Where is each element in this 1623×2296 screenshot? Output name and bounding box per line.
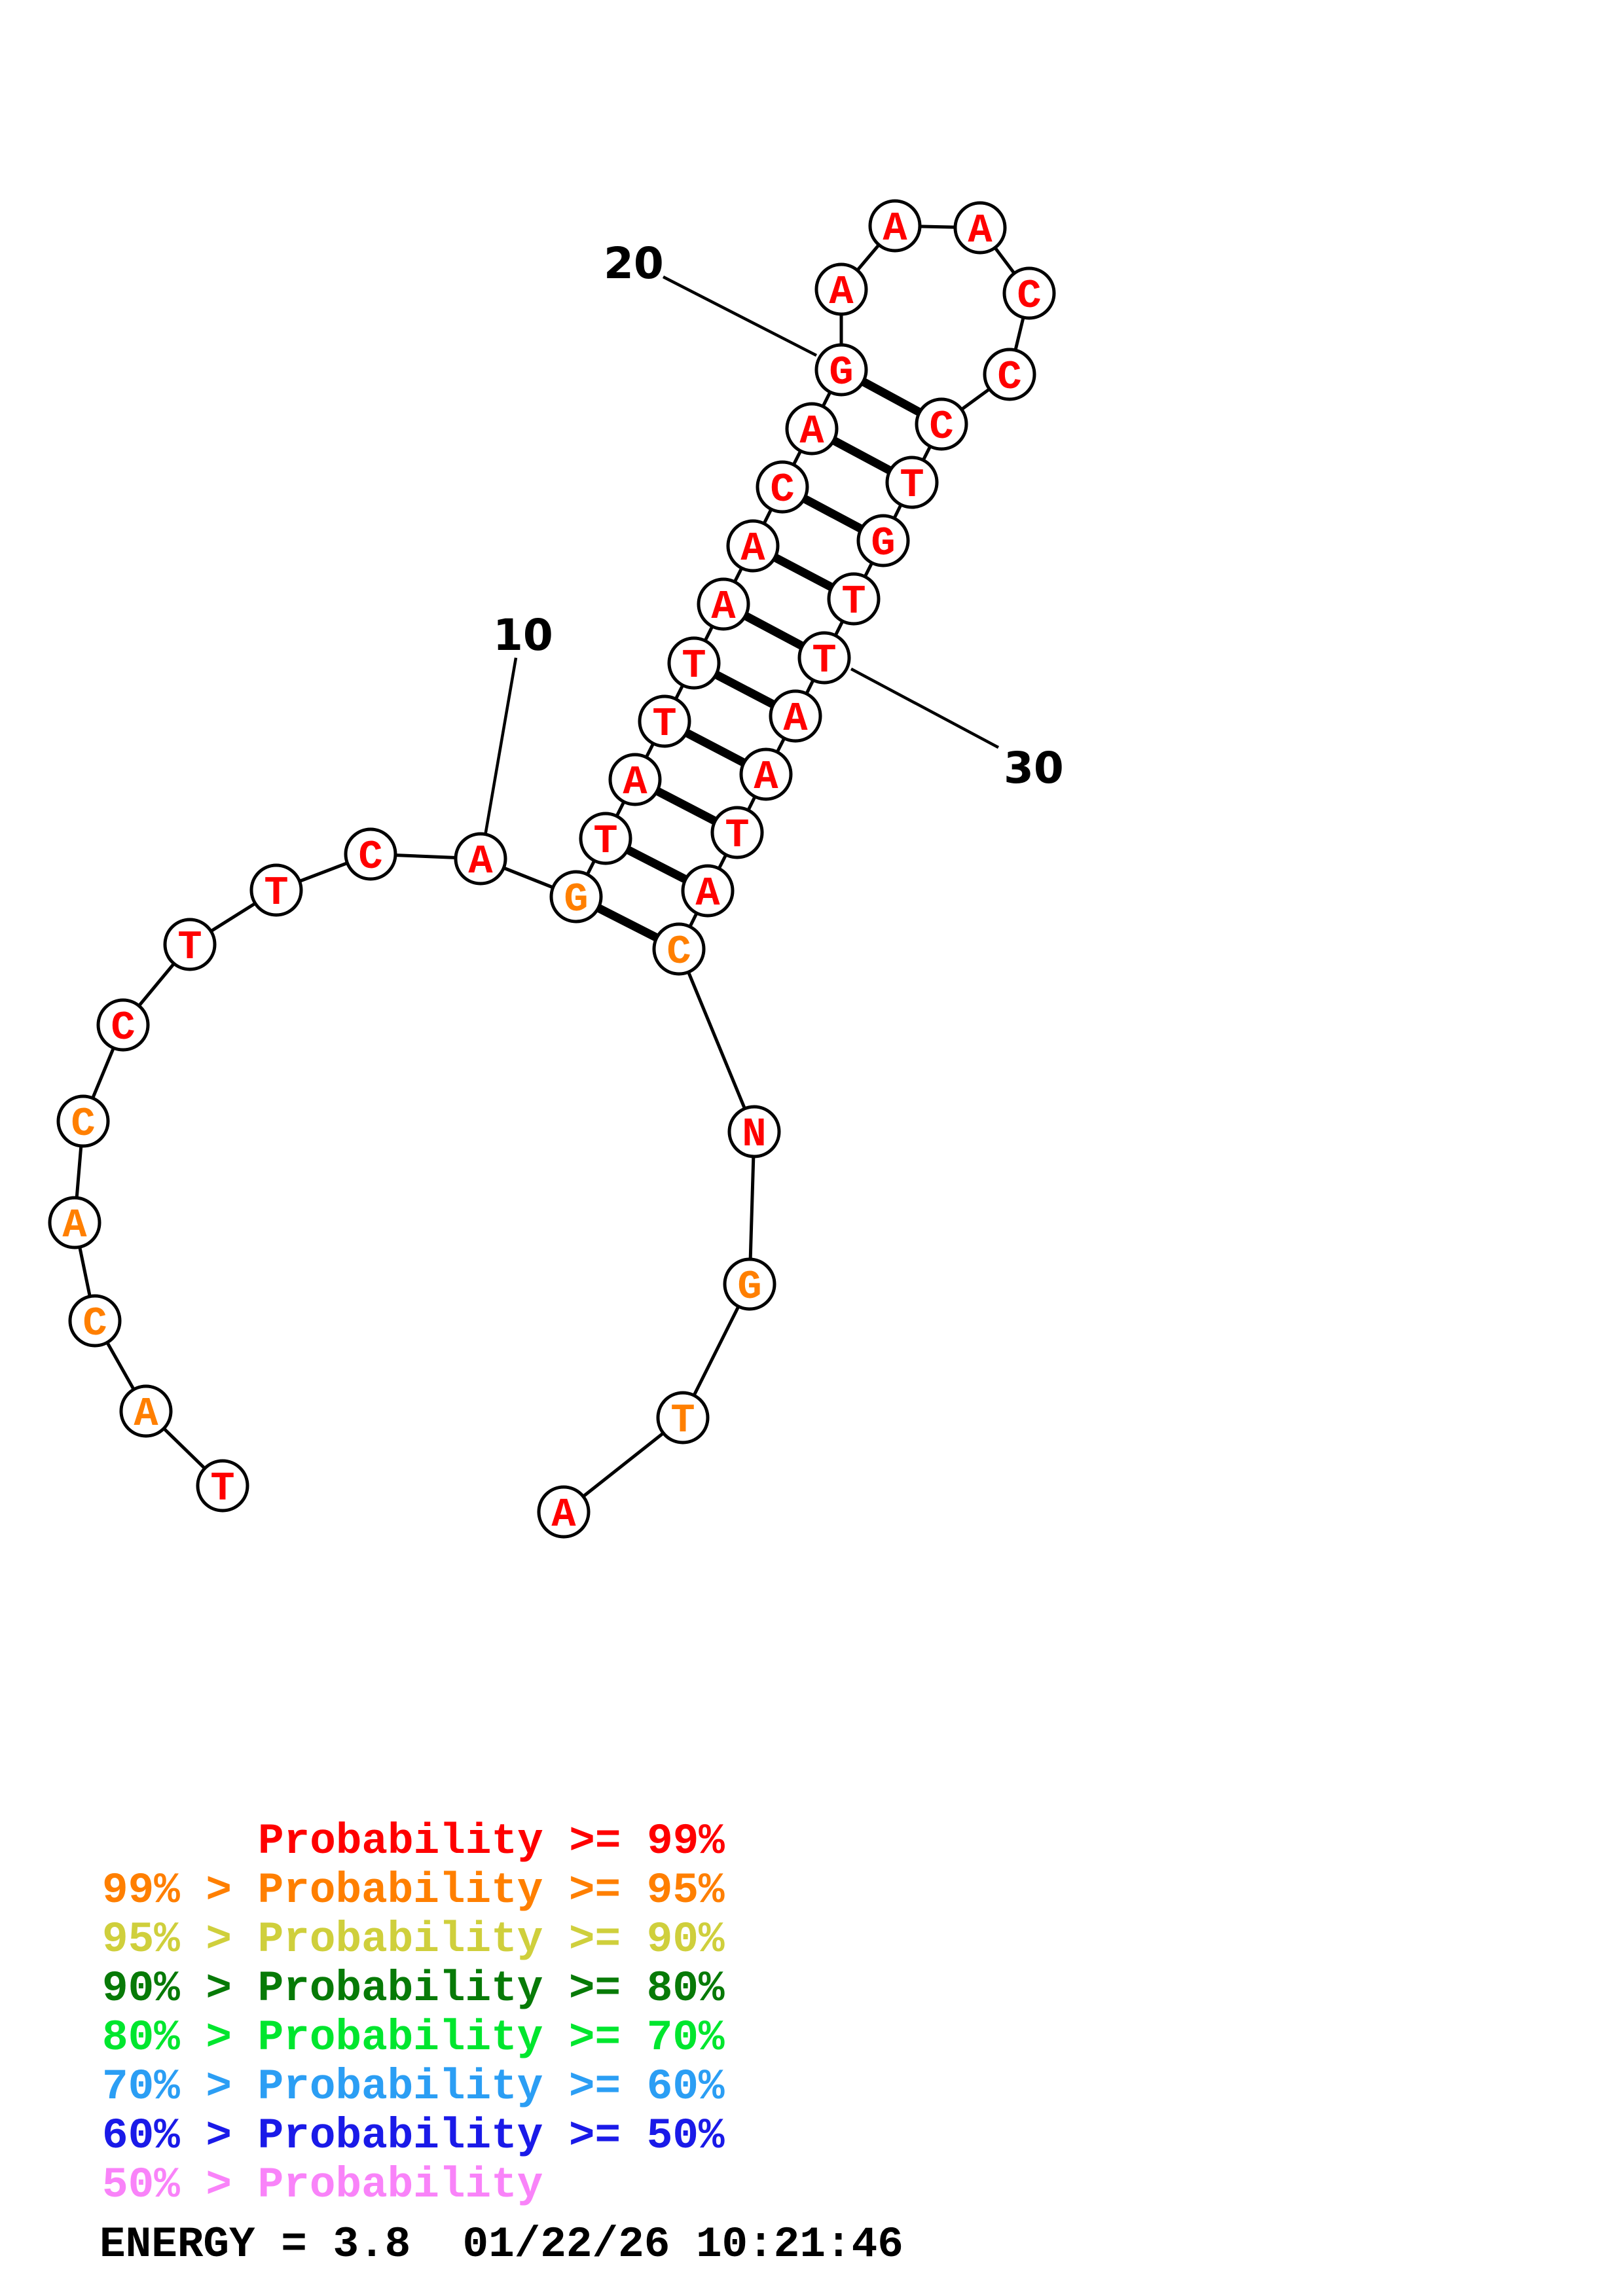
nucleotide-circle <box>549 870 603 924</box>
nucleotide-circle <box>739 747 793 801</box>
legend-row-5: 80% > Probability >= 70% <box>102 2013 725 2062</box>
nucleotide-letter: T <box>593 818 617 865</box>
nucleotide-circle <box>249 863 303 917</box>
legend-row-4: 90% > Probability >= 80% <box>102 1964 725 2013</box>
nucleotide-letter: N <box>742 1111 766 1158</box>
nucleotide-circle <box>56 1094 110 1148</box>
nucleotide-letter: T <box>670 1397 695 1444</box>
nucleotide-circle <box>785 402 839 456</box>
nucleotide-circle <box>344 827 397 881</box>
nucleotide-letter: G <box>564 876 588 923</box>
nucleotide-circle <box>727 1105 781 1158</box>
nucleotide-letter: C <box>111 1005 135 1051</box>
nucleotide-letter: T <box>264 870 288 916</box>
nucleotide-letter: C <box>82 1300 107 1347</box>
nucleotide-circle <box>1002 266 1056 320</box>
nucleotide-circle <box>119 1384 173 1438</box>
position-label: 10 <box>493 610 553 660</box>
nucleotide-circle <box>681 864 735 918</box>
legend-row-8: 50% > Probability <box>102 2161 543 2210</box>
energy-timestamp-label: ENERGY = 3.8 01/22/26 10:21:46 <box>100 2220 903 2269</box>
nucleotide-circle <box>769 689 822 743</box>
nucleotide-circle <box>915 397 968 451</box>
nucleotide-circle <box>638 694 691 748</box>
legend-row-7: 60% > Probability >= 50% <box>102 2111 725 2161</box>
nucleotide-letter: A <box>883 206 907 252</box>
nucleotide-letter: G <box>737 1264 761 1310</box>
nucleotide-circle <box>96 998 150 1052</box>
nucleotide-circle <box>814 343 868 397</box>
nucleotide-circle <box>723 1257 776 1311</box>
label-pointer-line <box>483 657 518 840</box>
nucleotide-letter: C <box>71 1101 95 1147</box>
nucleotide-circle <box>710 806 764 859</box>
nucleotide-letter: A <box>754 754 778 800</box>
nucleotide-circle <box>797 631 851 685</box>
nucleotide-letter: C <box>770 467 794 513</box>
nucleotide-circle <box>608 753 662 806</box>
nucleotide-circle <box>697 577 750 631</box>
nucleotide-circle <box>579 812 632 865</box>
legend-row-2: 99% > Probability >= 95% <box>102 1866 725 1915</box>
nucleotide-circle <box>814 262 868 316</box>
nucleotide-circle <box>827 572 881 626</box>
nucleotide-circle <box>537 1485 591 1539</box>
nucleotide-circle <box>856 514 910 567</box>
legend-row-1: Probability >= 99% <box>258 1817 725 1866</box>
nucleotide-letter: A <box>468 838 493 885</box>
nucleotide-letter: A <box>551 1492 576 1538</box>
nucleotide-letter: A <box>62 1202 87 1249</box>
nucleotide-letter: A <box>799 408 824 455</box>
nucleotide-circle <box>48 1196 101 1249</box>
legend-row-3: 95% > Probability >= 90% <box>102 1915 725 1964</box>
nucleotide-letter: T <box>841 579 866 625</box>
nucleotide-circle <box>885 456 939 509</box>
nucleotide-circle <box>68 1294 122 1348</box>
position-label: 20 <box>604 238 664 289</box>
nucleotide-circle <box>983 348 1036 401</box>
nucleotide-letter: T <box>177 924 202 971</box>
nucleotide-letter: T <box>725 812 749 859</box>
nucleotide-circle <box>652 922 706 976</box>
nucleotide-letter: T <box>900 462 924 509</box>
backbone-line <box>677 948 756 1132</box>
nucleotide-letter: A <box>829 269 854 315</box>
nucleotide-circle <box>953 201 1007 255</box>
nucleotide-letter: T <box>652 701 676 747</box>
nucleotide-letter: A <box>623 759 647 806</box>
position-label: 30 <box>1004 743 1064 793</box>
nucleotide-letter: C <box>929 404 953 450</box>
label-pointer-line <box>662 275 818 357</box>
nucleotide-circle <box>196 1459 249 1513</box>
label-pointer-line <box>850 668 1000 749</box>
nucleotide-letter: A <box>134 1391 158 1437</box>
nucleotide-circle <box>163 918 217 971</box>
nucleotide-letter: A <box>695 870 720 917</box>
nucleotide-letter: G <box>871 520 895 567</box>
nucleotide-circle <box>726 519 780 573</box>
nucleotide-letter: A <box>740 526 765 572</box>
nucleotide-letter: A <box>968 207 993 254</box>
nucleotide-letter: C <box>997 354 1021 401</box>
nucleotide-letter: G <box>829 350 853 396</box>
nucleotide-circle <box>656 1391 710 1444</box>
nucleotide-letter: A <box>783 696 808 742</box>
nucleotide-circle <box>868 199 922 253</box>
nucleotide-letter: A <box>711 584 736 630</box>
nucleotide-letter: C <box>666 929 691 975</box>
nucleotide-circle <box>454 832 507 886</box>
nucleotide-circle <box>667 636 721 690</box>
nucleotide-letter: T <box>210 1465 234 1512</box>
nucleotide-letter: T <box>682 643 706 689</box>
nucleotide-letter: C <box>358 834 382 880</box>
nucleotide-circle <box>756 460 809 514</box>
nucleotide-letter: T <box>812 637 836 684</box>
nucleotide-letter: C <box>1017 273 1041 319</box>
legend-row-6: 70% > Probability >= 60% <box>102 2062 725 2111</box>
